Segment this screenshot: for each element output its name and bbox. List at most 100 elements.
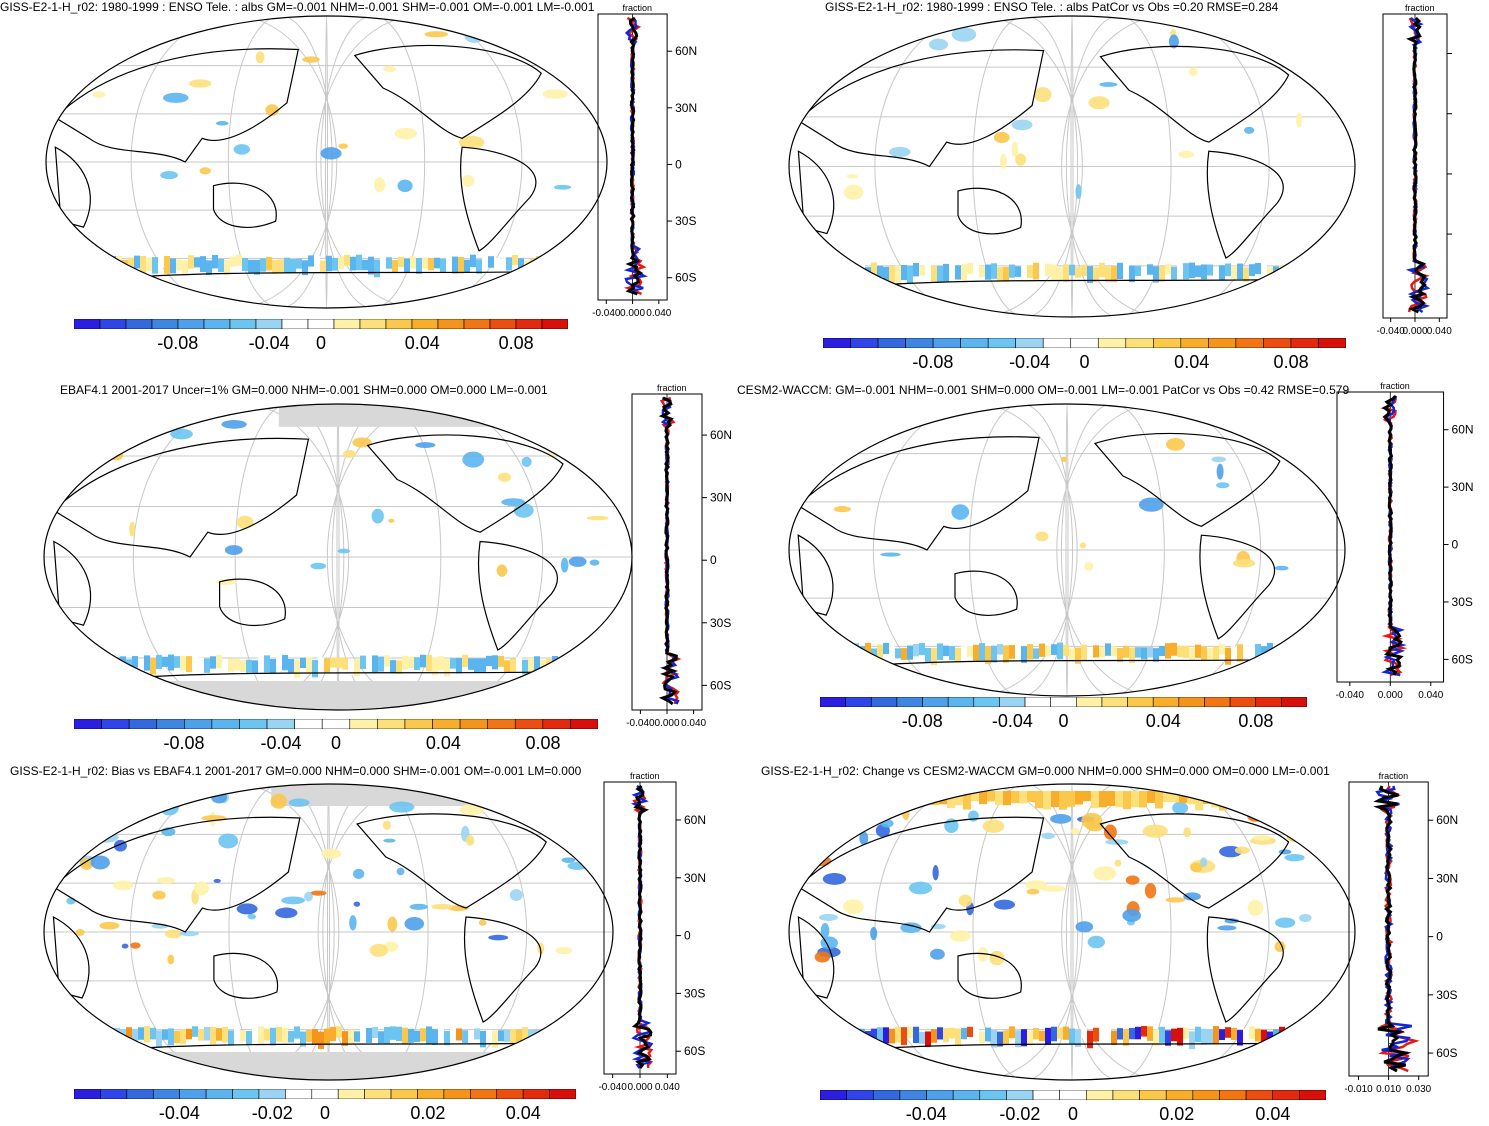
colorbar-swatch xyxy=(321,719,351,729)
zonal-lat-label: 30N xyxy=(675,101,697,115)
zonal-curve xyxy=(1406,16,1427,314)
colorbar-swatch xyxy=(1178,697,1205,707)
zonal-lat-label: 60S xyxy=(1452,652,1473,666)
colorbar-swatch xyxy=(229,319,257,329)
colorbar-label: 0.08 xyxy=(1273,352,1309,372)
colorbar-swatch xyxy=(333,319,361,329)
colorbar-label: -0.08 xyxy=(163,733,205,753)
colorbar-swatch xyxy=(258,1089,286,1099)
colorbar-swatch xyxy=(1204,697,1231,707)
zonal-lat-label: 0 xyxy=(1452,538,1459,552)
colorbar-label: 0 xyxy=(1067,1104,1079,1124)
colorbar-swatch xyxy=(239,719,268,729)
panel-4: CESM2-WACCM: GM=-0.001 NHM=-0.001 SHM=0.… xyxy=(737,380,1489,760)
colorbar-label: 0.04 xyxy=(1174,352,1210,372)
zonal-x-tick: 0.000 xyxy=(654,718,679,729)
colorbar-swatch xyxy=(385,319,413,329)
colorbar-swatch xyxy=(1070,338,1099,348)
colorbar-swatch xyxy=(1152,697,1180,707)
colorbar-label: -0.04 xyxy=(248,333,290,353)
zonal-curve xyxy=(625,16,644,296)
colorbar-swatch xyxy=(1024,697,1051,707)
colorbar-swatch xyxy=(459,719,488,729)
colorbar-swatch xyxy=(74,719,102,729)
zonal-curve xyxy=(623,17,648,296)
colorbar-swatch xyxy=(1263,338,1292,348)
colorbar-swatch xyxy=(1076,697,1103,707)
zonal-x-tick: 0.000 xyxy=(620,308,645,319)
colorbar-labels: -0.08 -0.04 0 0.04 0.08 xyxy=(74,733,598,757)
colorbar-labels: -0.04 -0.02 0 0.02 0.04 xyxy=(820,1104,1326,1126)
colorbar-swatch xyxy=(177,319,205,329)
colorbar-swatch xyxy=(311,1089,339,1099)
zonal-x-tick: 0.000 xyxy=(1402,326,1427,337)
colorbar xyxy=(74,319,568,329)
colorbar-swatch xyxy=(877,338,906,348)
colorbar-swatch xyxy=(1272,1090,1300,1100)
zonal-lat-label: 0 xyxy=(675,157,682,171)
colorbar-swatch xyxy=(126,1089,154,1099)
colorbar-labels: -0.04 -0.02 0 0.02 0.04 xyxy=(74,1103,576,1125)
colorbar-swatch xyxy=(232,1089,260,1099)
colorbar-swatch xyxy=(515,319,543,329)
zonal-header: fraction xyxy=(630,771,660,781)
map xyxy=(45,15,608,309)
zonal-lat-label: 30N xyxy=(710,491,732,505)
colorbar-swatch xyxy=(496,1089,524,1099)
zonal-profile: fraction 60N 30N 0 30S 60S -0.040 0.000 0.040 xyxy=(598,771,706,1093)
colorbar-swatch xyxy=(549,1089,576,1099)
colorbar-swatch xyxy=(845,697,872,707)
colorbar-swatch xyxy=(947,697,975,707)
colorbar-swatch xyxy=(1032,1090,1060,1100)
colorbar-swatch xyxy=(932,338,961,348)
colorbar-label: -0.02 xyxy=(251,1103,293,1123)
zonal-x-tick: 0.040 xyxy=(646,308,671,319)
zonal-lat-label: 60N xyxy=(675,44,697,58)
colorbar-swatch xyxy=(74,319,101,329)
zonal-lat-label: 30S xyxy=(1452,595,1473,609)
zonal-x-tick: -0.040 xyxy=(626,718,655,729)
colorbar xyxy=(74,719,598,729)
colorbar-swatch xyxy=(1165,1090,1194,1100)
colorbar-labels: -0.08 -0.04 0 0.04 0.08 xyxy=(823,352,1346,376)
colorbar-swatch xyxy=(156,719,185,729)
colorbar-swatch xyxy=(1219,1090,1247,1100)
zonal-lat-label: 60N xyxy=(1452,423,1474,437)
colorbar-swatch xyxy=(470,1089,498,1099)
zonal-x-tick: -0.040 xyxy=(1377,326,1406,337)
colorbar-swatch xyxy=(337,1089,365,1099)
colorbar-label: 0.04 xyxy=(505,1103,541,1123)
colorbar-swatch xyxy=(1299,1090,1326,1100)
colorbar-swatch xyxy=(1235,338,1264,348)
colorbar-swatch xyxy=(1180,338,1209,348)
panel-2: GISS-E2-1-H_r02: 1980-1999 : ENSO Tele. … xyxy=(745,0,1489,380)
colorbar-swatch xyxy=(870,697,898,707)
colorbar-swatch xyxy=(101,719,130,729)
colorbar-swatch xyxy=(514,719,544,729)
colorbar-swatch xyxy=(294,719,323,729)
zonal-lat-label: 60N xyxy=(1436,813,1458,827)
colorbar-swatch xyxy=(1101,697,1128,707)
zonal-header: fraction xyxy=(623,3,653,13)
colorbar-label: 0.08 xyxy=(498,333,534,353)
zonal-lat-label: 60N xyxy=(710,428,732,442)
colorbar-label: -0.08 xyxy=(901,711,943,731)
colorbar-swatch xyxy=(952,1090,981,1100)
zonal-x-tick: 0.030 xyxy=(1406,1084,1431,1095)
colorbar-swatch xyxy=(437,319,465,329)
zonal-lat-label: 60S xyxy=(675,271,696,285)
colorbar-swatch xyxy=(973,697,1000,707)
colorbar-swatch xyxy=(432,719,461,729)
colorbar-swatch xyxy=(487,719,516,729)
colorbar-swatch xyxy=(960,338,989,348)
colorbar-label: 0.08 xyxy=(1238,711,1274,731)
colorbar-label: -0.04 xyxy=(991,711,1033,731)
colorbar-label: 0.04 xyxy=(425,733,461,753)
colorbar-swatch xyxy=(489,319,517,329)
colorbar-swatch xyxy=(179,1089,207,1099)
zonal-x-tick: -0.040 xyxy=(592,308,621,319)
colorbar-label: -0.08 xyxy=(157,333,199,353)
zonal-lat-label: 30N xyxy=(684,871,706,885)
colorbar-label: 0 xyxy=(315,333,327,353)
